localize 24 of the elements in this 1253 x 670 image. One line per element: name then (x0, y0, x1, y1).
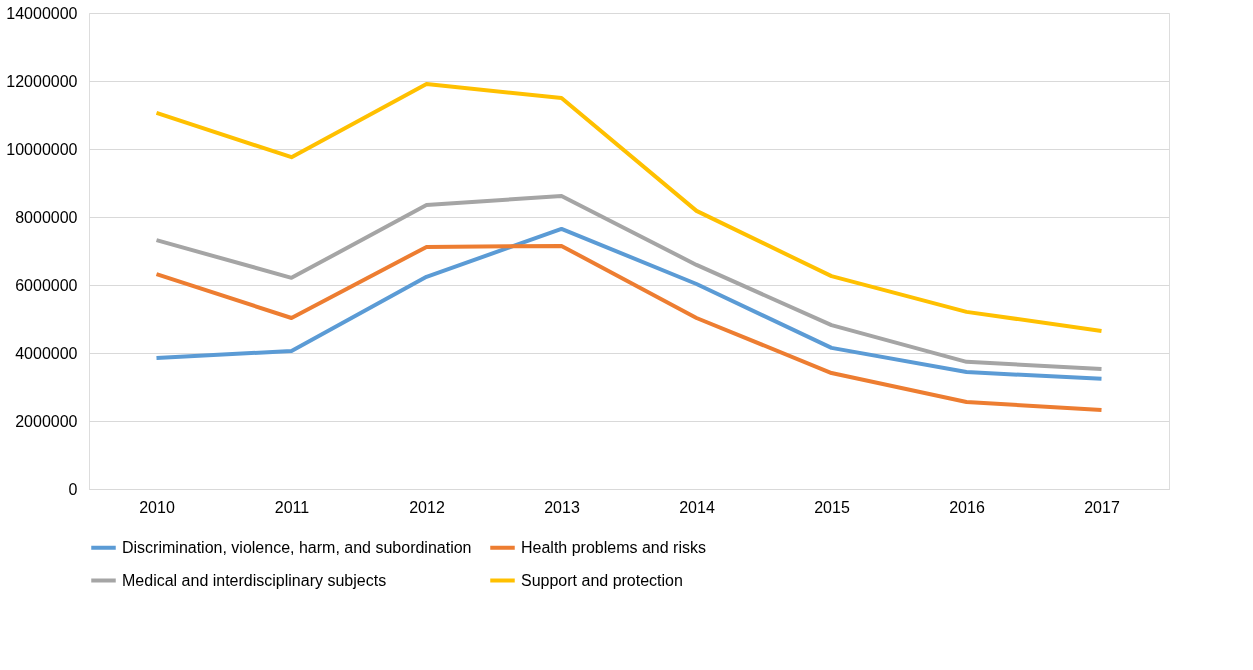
x-tick-label: 2017 (1084, 498, 1120, 516)
line-series (154, 243, 1104, 413)
legend-label: Support and protection (521, 571, 683, 589)
x-tick-label: 2016 (949, 498, 985, 516)
y-tick-label: 2000000 (15, 412, 78, 430)
line-series (154, 82, 1104, 333)
y-tick-label: 8000000 (15, 208, 78, 226)
y-tick-label: 0 (68, 480, 78, 498)
x-tick-label: 2015 (814, 498, 850, 516)
y-tick-label: 6000000 (15, 276, 78, 294)
y-tick-label: 12000000 (6, 72, 78, 90)
x-tick-label: 2011 (274, 498, 310, 516)
legend-label: Health problems and risks (521, 538, 706, 556)
y-tick-label: 4000000 (15, 344, 78, 362)
legend-label: Medical and interdisciplinary subjects (122, 571, 387, 589)
line-series (154, 193, 1104, 371)
x-tick-label: 2013 (544, 498, 580, 516)
x-tick-label: 2010 (139, 498, 175, 516)
x-tick-label: 2014 (679, 498, 715, 516)
legend-label: Discrimination, violence, harm, and subordination (122, 538, 472, 556)
y-tick-label: 14000000 (6, 4, 78, 22)
x-tick-label: 2012 (409, 498, 445, 516)
line-series (154, 226, 1104, 381)
y-tick-label: 10000000 (6, 140, 78, 158)
